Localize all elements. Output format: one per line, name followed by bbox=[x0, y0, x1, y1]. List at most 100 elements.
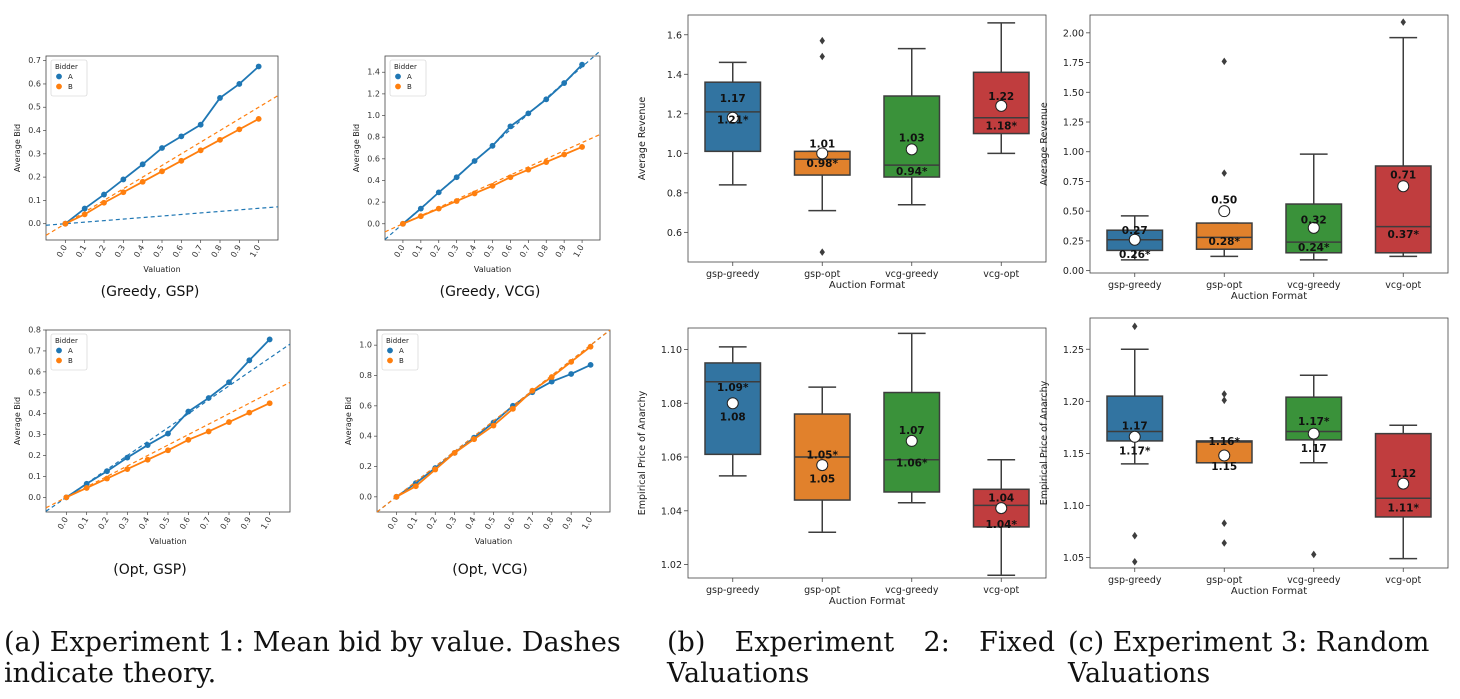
y-tick-label: 0.2 bbox=[359, 462, 372, 471]
data-point-A bbox=[507, 123, 514, 130]
x-tick-label: 0.7 bbox=[190, 244, 204, 260]
data-point-B bbox=[185, 436, 192, 443]
panel-subtitle: (Greedy, GSP) bbox=[101, 284, 200, 300]
y-tick-label: 0.6 bbox=[667, 228, 682, 239]
mean-marker bbox=[905, 143, 918, 156]
data-point-B bbox=[579, 144, 585, 150]
outlier-marker bbox=[1132, 531, 1138, 540]
data-point-B bbox=[236, 126, 243, 133]
caption-a: (a) Experiment 1: Mean bid by value. Das… bbox=[4, 627, 621, 689]
outlier-marker bbox=[1221, 57, 1227, 66]
data-point-B bbox=[561, 151, 568, 158]
outlier-marker bbox=[1221, 169, 1227, 177]
box-vcg-opt: vcg-opt 0.71 0.37* bbox=[1374, 18, 1432, 291]
annotation-bottom: 1.04* bbox=[986, 519, 1018, 531]
x-tick-label: vcg-greedy bbox=[885, 585, 939, 596]
x-axis-label: Auction Format bbox=[1231, 291, 1307, 302]
x-tick-label: 0.4 bbox=[137, 516, 151, 532]
x-tick-label: 0.1 bbox=[74, 244, 88, 260]
data-point-B bbox=[205, 428, 212, 435]
legend-title: Bidder bbox=[394, 63, 417, 71]
annotation-bottom: 1.08 bbox=[720, 412, 746, 424]
data-point-B bbox=[529, 387, 536, 394]
y-tick-label: 1.0 bbox=[359, 341, 372, 350]
data-point-B bbox=[451, 449, 458, 456]
y-tick-label: 0.25 bbox=[1063, 236, 1084, 247]
data-point-B bbox=[435, 205, 442, 212]
data-point-B bbox=[417, 213, 424, 220]
data-point-B bbox=[178, 157, 185, 164]
data-point-B bbox=[159, 168, 165, 175]
x-tick-label: 0.5 bbox=[158, 516, 172, 532]
y-tick-label: 1.0 bbox=[367, 111, 380, 120]
x-tick-label: 1.0 bbox=[580, 516, 594, 532]
data-point-A bbox=[236, 81, 243, 87]
y-tick-label: 0.4 bbox=[28, 126, 41, 135]
y-tick-label: 0.8 bbox=[359, 371, 372, 380]
x-tick-label: 0.2 bbox=[425, 516, 439, 532]
y-tick-label: 1.4 bbox=[667, 70, 682, 81]
y-tick-label: 1.04 bbox=[661, 506, 682, 517]
mean-marker bbox=[816, 147, 829, 160]
y-tick-label: 1.2 bbox=[367, 89, 380, 98]
annotation-bottom: 0.98* bbox=[807, 158, 839, 170]
data-point-B bbox=[393, 493, 400, 500]
mean-marker bbox=[995, 99, 1008, 112]
x-tick-label: gsp-greedy bbox=[1108, 280, 1162, 291]
box-vcg-greedy: vcg-greedy 0.32 0.24* bbox=[1285, 153, 1343, 291]
y-tick-label: 0.7 bbox=[28, 56, 41, 65]
legend-label-A: A bbox=[407, 73, 412, 81]
y-tick-label: 0.50 bbox=[1063, 207, 1084, 218]
data-point-A bbox=[453, 174, 460, 181]
y-tick-label: 0.8 bbox=[367, 133, 380, 142]
legend-label-A: A bbox=[399, 347, 404, 355]
legend-label-A: A bbox=[68, 347, 73, 355]
box-body bbox=[883, 95, 941, 178]
series-line-A bbox=[64, 65, 260, 225]
y-tick-label: 1.15 bbox=[1063, 449, 1084, 460]
x-tick-label: gsp-opt bbox=[1206, 575, 1242, 586]
x-tick-label: 0.6 bbox=[500, 244, 514, 260]
legend-label-B: B bbox=[399, 357, 404, 365]
data-point-B bbox=[400, 220, 406, 227]
y-tick-label: 0.5 bbox=[28, 103, 41, 112]
data-point-B bbox=[490, 422, 497, 429]
box-chart-2: 0.00 0.25 0.50 0.75 1.00 1.25 1.50 1.75 2.00 Aver… bbox=[1039, 14, 1449, 302]
data-point-B bbox=[266, 400, 273, 407]
y-axis-label: Average Revenue bbox=[1039, 102, 1050, 186]
x-tick-label: 0.6 bbox=[171, 244, 185, 260]
legend-marker-B bbox=[56, 357, 62, 364]
annotation-top: 1.03 bbox=[899, 133, 925, 145]
x-tick-label: vcg-opt bbox=[983, 585, 1019, 596]
x-tick-label: 0.1 bbox=[410, 244, 424, 260]
box-chart-3: 1.02 1.04 1.06 1.08 1.10 Empirical Price of A… bbox=[637, 327, 1047, 607]
annotation-bottom: 0.94* bbox=[896, 166, 928, 178]
x-tick-label: 0.0 bbox=[56, 516, 70, 532]
outlier-marker bbox=[819, 52, 825, 61]
y-tick-label: 0.1 bbox=[28, 196, 41, 205]
annotation-bottom: 1.17* bbox=[1119, 445, 1151, 457]
x-tick-label: 0.1 bbox=[76, 516, 90, 532]
y-axis-label: Empirical Price of Anarchy bbox=[637, 390, 648, 515]
data-point-A bbox=[159, 145, 165, 151]
y-tick-label: 1.06 bbox=[661, 453, 682, 464]
data-point-B bbox=[471, 190, 478, 197]
annotation-bottom: 0.26* bbox=[1119, 249, 1151, 261]
x-tick-label: gsp-greedy bbox=[706, 269, 760, 280]
data-point-A bbox=[266, 336, 273, 343]
y-tick-label: 1.4 bbox=[367, 68, 380, 77]
data-point-A bbox=[185, 408, 192, 415]
annotation-bottom: 1.05 bbox=[809, 474, 835, 486]
mean-marker bbox=[1307, 427, 1320, 440]
x-tick-label: 0.5 bbox=[152, 244, 166, 260]
legend-marker-B bbox=[395, 83, 401, 90]
y-tick-label: 0.0 bbox=[367, 219, 380, 228]
x-tick-label: vcg-greedy bbox=[885, 269, 939, 280]
line-chart-1: 0.0 0.1 0.2 0.3 0.4 0.5 0.6 0.7 0.0 0.1 0.2 0.3 0.4 0… bbox=[13, 55, 279, 300]
data-point-A bbox=[471, 158, 478, 164]
box-body bbox=[1374, 432, 1432, 518]
data-point-B bbox=[525, 166, 532, 173]
data-point-A bbox=[139, 161, 146, 168]
box-vcg-greedy: vcg-greedy 1.03 0.94* bbox=[883, 47, 941, 280]
y-tick-label: 0.6 bbox=[367, 154, 380, 163]
